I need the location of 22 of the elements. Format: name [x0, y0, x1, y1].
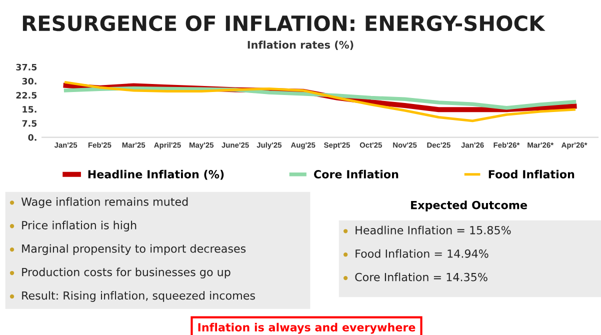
y-tick-label: 22.5: [16, 92, 37, 99]
legend-label: Headline Inflation (%): [88, 170, 224, 180]
text: Headline Inflation = 15.85%: [356, 226, 511, 234]
legend-label: Food Inflation: [488, 170, 574, 178]
y-tick-label: 7.5: [22, 120, 37, 127]
chart-title: RESURGENCE OF INFLATION: ENERGY-SHOCK: [22, 15, 546, 32]
line-series: [64, 81, 576, 122]
text: Food Inflation = 14.94%: [356, 249, 488, 258]
text: Marginal propensity to import decreases: [22, 244, 246, 255]
y-tick-label: 15.: [22, 106, 36, 113]
text: Core Inflation = 14.35%: [355, 272, 488, 282]
text: Price inflation is high: [22, 220, 136, 232]
text: Production costs for businesses go up: [22, 268, 230, 278]
text: Expected Outcome: [411, 200, 527, 212]
y-tick-label: 37.5: [16, 64, 37, 70]
text: Result: Rising inflation, squeezed incomes: [22, 291, 255, 302]
text: Inflation is always and everywhere: [198, 322, 416, 334]
chart-subtitle: Inflation rates (%): [248, 40, 354, 50]
y-tick-label: 0.: [28, 134, 36, 141]
text: Wage inflation remains muted: [21, 197, 188, 208]
legend-label: Core Inflation: [314, 170, 398, 178]
y-tick-label: 30.: [22, 78, 36, 85]
